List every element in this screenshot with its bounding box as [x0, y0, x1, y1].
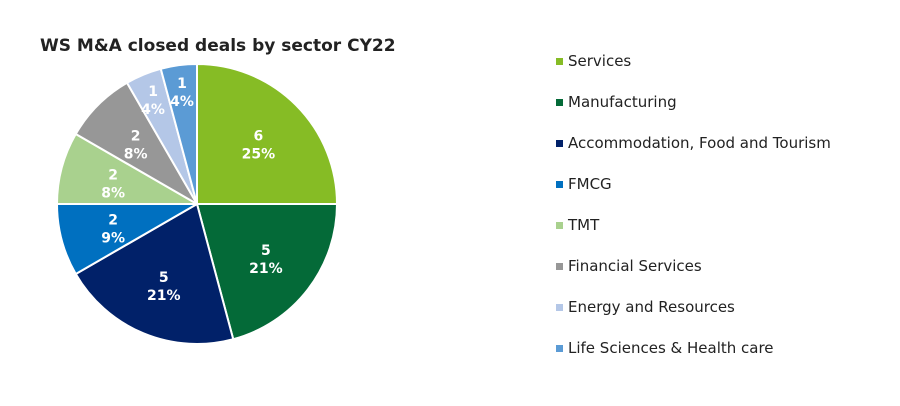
slice-value-label-7: 1 [177, 76, 187, 92]
legend-label: TMT [568, 216, 600, 234]
pie-slice-1 [196, 203, 338, 341]
legend-item: TMT [556, 214, 599, 236]
legend-label: Manufacturing [568, 93, 677, 111]
legend-item: Energy and Resources [556, 296, 735, 318]
slice-percent-label-0: 25% [242, 147, 276, 163]
slice-value-label-0: 6 [254, 129, 264, 145]
slice-value-label-5: 2 [131, 129, 141, 145]
pie-slice-2 [74, 203, 235, 345]
slice-percent-label-6: 4% [141, 102, 165, 118]
legend-swatch [556, 98, 563, 106]
slice-value-label-3: 2 [108, 212, 118, 228]
legend-label: Energy and Resources [568, 298, 735, 316]
slice-value-label-1: 5 [261, 243, 271, 259]
legend-item: Manufacturing [556, 91, 677, 113]
slice-value-label-2: 5 [159, 270, 169, 286]
legend-swatch [556, 139, 563, 147]
legend-swatch [556, 303, 563, 311]
legend-item: Accommodation, Food and Tourism [556, 132, 831, 154]
pie-slice-7 [159, 63, 198, 205]
legend-item: Financial Services [556, 255, 702, 277]
legend-item: FMCG [556, 173, 612, 195]
slice-percent-label-4: 8% [101, 186, 125, 202]
slice-percent-label-2: 21% [147, 288, 181, 304]
chart-title: WS M&A closed deals by sector CY22 [40, 36, 396, 56]
legend-label: Services [568, 52, 632, 70]
legend-swatch [556, 344, 563, 352]
legend-label: FMCG [568, 175, 612, 193]
legend-item: Life Sciences & Health care [556, 337, 774, 359]
slice-value-label-4: 2 [108, 168, 118, 184]
slice-percent-label-3: 9% [101, 230, 125, 246]
slice-percent-label-7: 4% [170, 94, 194, 110]
legend-label: Accommodation, Food and Tourism [568, 134, 831, 152]
legend-item: Services [556, 50, 631, 72]
legend-label: Life Sciences & Health care [568, 339, 774, 357]
slice-value-label-6: 1 [148, 84, 158, 100]
slice-percent-label-5: 8% [124, 147, 148, 163]
slice-percent-label-1: 21% [249, 261, 283, 277]
legend-swatch [556, 57, 563, 65]
legend-swatch [556, 180, 563, 188]
legend-label: Financial Services [568, 257, 702, 275]
legend-swatch [556, 262, 563, 270]
legend-swatch [556, 221, 563, 229]
pie-slice-0 [196, 63, 338, 205]
